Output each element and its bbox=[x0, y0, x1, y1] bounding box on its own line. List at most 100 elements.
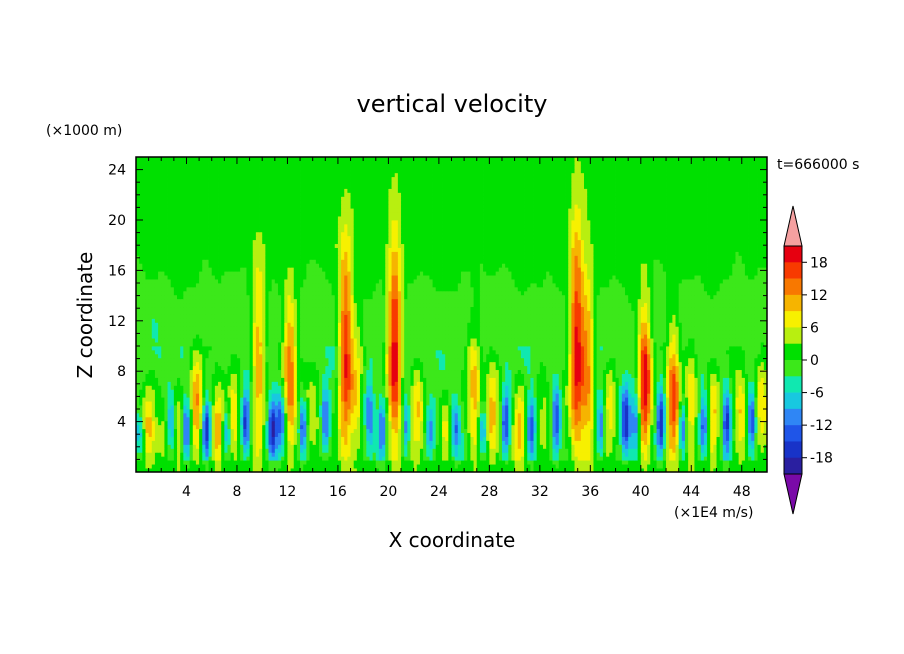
heatmap-cell bbox=[221, 464, 225, 469]
heatmap-cell bbox=[360, 412, 364, 418]
heatmap-cell bbox=[265, 448, 269, 453]
heatmap-cell bbox=[615, 456, 620, 461]
heatmap-cell bbox=[350, 373, 355, 378]
heatmap-cell bbox=[161, 436, 165, 441]
heatmap-cell bbox=[678, 401, 683, 406]
heatmap-cell bbox=[221, 416, 225, 422]
heatmap-cell bbox=[700, 424, 705, 430]
heatmap-cell bbox=[167, 444, 172, 449]
heatmap-cell bbox=[659, 389, 664, 394]
heatmap-cell bbox=[729, 401, 733, 406]
heatmap-cell bbox=[533, 389, 538, 394]
heatmap-cell bbox=[243, 385, 247, 390]
heatmap-cell bbox=[647, 377, 651, 382]
heatmap-cell bbox=[337, 393, 342, 398]
heatmap-cell bbox=[574, 412, 579, 418]
heatmap-cell bbox=[565, 432, 569, 437]
heatmap-cell bbox=[318, 444, 323, 449]
heatmap-cell bbox=[700, 464, 705, 469]
heatmap-cell bbox=[571, 436, 575, 441]
heatmap-cell bbox=[284, 432, 288, 437]
heatmap-cell bbox=[571, 381, 575, 386]
heatmap-cell bbox=[659, 440, 664, 445]
heatmap-cell bbox=[590, 409, 594, 414]
heatmap-cell bbox=[366, 393, 370, 398]
heatmap-cell bbox=[558, 448, 563, 453]
heatmap-cell bbox=[303, 452, 307, 457]
heatmap-cell bbox=[262, 420, 266, 426]
heatmap-cell bbox=[647, 428, 651, 434]
heatmap-cell bbox=[587, 424, 591, 430]
heatmap-cell bbox=[716, 464, 721, 469]
heatmap-cell bbox=[382, 397, 386, 402]
heatmap-cell bbox=[580, 389, 585, 394]
heatmap-cell bbox=[281, 416, 285, 422]
heatmap-cell bbox=[565, 452, 569, 457]
heatmap-cell bbox=[309, 460, 314, 465]
heatmap-cell bbox=[281, 456, 285, 461]
heatmap-cell bbox=[561, 456, 566, 461]
heatmap-cell bbox=[186, 464, 191, 469]
heatmap-cell bbox=[350, 377, 355, 382]
heatmap-cell bbox=[703, 377, 708, 382]
heatmap-cell bbox=[312, 464, 317, 469]
heatmap-cell bbox=[284, 393, 288, 398]
heatmap-cell bbox=[672, 444, 676, 449]
heatmap-cell bbox=[265, 460, 269, 465]
heatmap-cell bbox=[180, 452, 184, 457]
heatmap-cell bbox=[666, 393, 670, 398]
heatmap-cell bbox=[199, 389, 203, 394]
heatmap-cell bbox=[363, 436, 367, 441]
heatmap-cell bbox=[366, 464, 370, 469]
heatmap-cell bbox=[183, 452, 187, 457]
heatmap-cell bbox=[684, 416, 689, 422]
heatmap-cell bbox=[580, 409, 585, 414]
heatmap-cell bbox=[205, 389, 209, 394]
heatmap-cell bbox=[306, 385, 310, 390]
heatmap-cell bbox=[495, 373, 500, 378]
heatmap-cell bbox=[464, 397, 468, 402]
heatmap-cell bbox=[369, 405, 374, 410]
heatmap-cell bbox=[561, 432, 566, 437]
heatmap-cell bbox=[435, 460, 440, 465]
heatmap-cell bbox=[621, 389, 626, 394]
heatmap-cell bbox=[738, 424, 743, 430]
heatmap-cell bbox=[631, 420, 635, 426]
heatmap-cell bbox=[142, 373, 146, 378]
heatmap-cell bbox=[356, 401, 361, 406]
heatmap-cell bbox=[678, 420, 683, 426]
heatmap-cell bbox=[448, 452, 452, 457]
heatmap-cell bbox=[173, 436, 178, 441]
heatmap-cell bbox=[312, 412, 317, 418]
heatmap-cell bbox=[139, 460, 143, 465]
heatmap-cell bbox=[192, 405, 197, 410]
heatmap-cell bbox=[214, 448, 219, 453]
heatmap-cell bbox=[536, 401, 541, 406]
heatmap-cell bbox=[416, 420, 421, 426]
heatmap-cell bbox=[621, 468, 626, 473]
heatmap-cell bbox=[211, 405, 216, 410]
heatmap-cell bbox=[432, 460, 437, 465]
heatmap-cell bbox=[666, 464, 670, 469]
heatmap-cell bbox=[328, 397, 332, 402]
heatmap-cell bbox=[423, 440, 427, 445]
heatmap-cell bbox=[520, 440, 525, 445]
heatmap-cell bbox=[460, 448, 465, 453]
heatmap-cell bbox=[549, 448, 553, 453]
heatmap-cell bbox=[382, 405, 386, 410]
heatmap-cell bbox=[438, 468, 443, 473]
heatmap-cell bbox=[208, 424, 213, 430]
heatmap-cell bbox=[265, 401, 269, 406]
heatmap-cell bbox=[224, 416, 228, 422]
heatmap-cell bbox=[574, 381, 579, 386]
heatmap-cell bbox=[337, 436, 342, 441]
heatmap-cell bbox=[697, 393, 702, 398]
heatmap-cell bbox=[208, 397, 213, 402]
heatmap-cell bbox=[136, 385, 140, 390]
heatmap-cell bbox=[290, 424, 295, 430]
heatmap-cell bbox=[318, 412, 323, 418]
heatmap-cell bbox=[511, 405, 515, 410]
heatmap-cell bbox=[363, 452, 367, 457]
heatmap-cell bbox=[681, 432, 686, 437]
heatmap-cell bbox=[177, 405, 181, 410]
